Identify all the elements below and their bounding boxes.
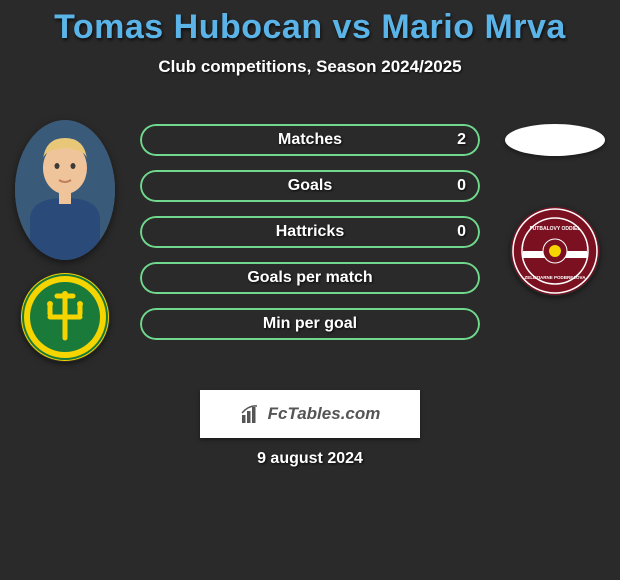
subtitle: Club competitions, Season 2024/2025 [0,57,620,77]
stat-row-hattricks: Hattricks 0 [140,216,480,248]
stat-label: Min per goal [263,315,357,333]
club-crest-icon: FUTBALOVY ODDIEL ZELEZIARNE PODBREZOVA [510,206,600,296]
left-player-photo [15,120,115,260]
stat-value-right: 0 [457,177,466,195]
right-player-column: FUTBALOVY ODDIEL ZELEZIARNE PODBREZOVA [500,120,610,296]
left-club-badge: MSK ŽILINA [20,272,110,362]
left-player-column: MSK ŽILINA [10,120,120,362]
stat-label: Hattricks [276,223,344,241]
right-club-badge: FUTBALOVY ODDIEL ZELEZIARNE PODBREZOVA [510,206,600,296]
fctables-label: FcTables.com [268,404,381,424]
comparison-card: Tomas Hubocan vs Mario Mrva Club competi… [0,0,620,580]
svg-text:FUTBALOVY ODDIEL: FUTBALOVY ODDIEL [530,226,581,232]
stat-label: Goals [288,177,332,195]
date-label: 9 august 2024 [0,450,620,468]
stat-label: Goals per match [247,269,372,287]
club-crest-icon: MSK ŽILINA [20,272,110,362]
stat-row-min-per-goal: Min per goal [140,308,480,340]
page-title: Tomas Hubocan vs Mario Mrva [0,8,620,47]
stats-list: Matches 2 Goals 0 Hattricks 0 Goals per … [140,124,480,340]
stat-value-right: 0 [457,223,466,241]
stat-row-goals: Goals 0 [140,170,480,202]
player-portrait-icon [15,120,115,260]
svg-text:ZELEZIARNE PODBREZOVA: ZELEZIARNE PODBREZOVA [525,275,587,280]
bar-chart-icon [240,403,262,425]
stat-label: Matches [278,131,342,149]
stat-row-goals-per-match: Goals per match [140,262,480,294]
fctables-watermark: FcTables.com [200,390,420,438]
right-player-placeholder [505,124,605,156]
stat-value-right: 2 [457,131,466,149]
stat-row-matches: Matches 2 [140,124,480,156]
